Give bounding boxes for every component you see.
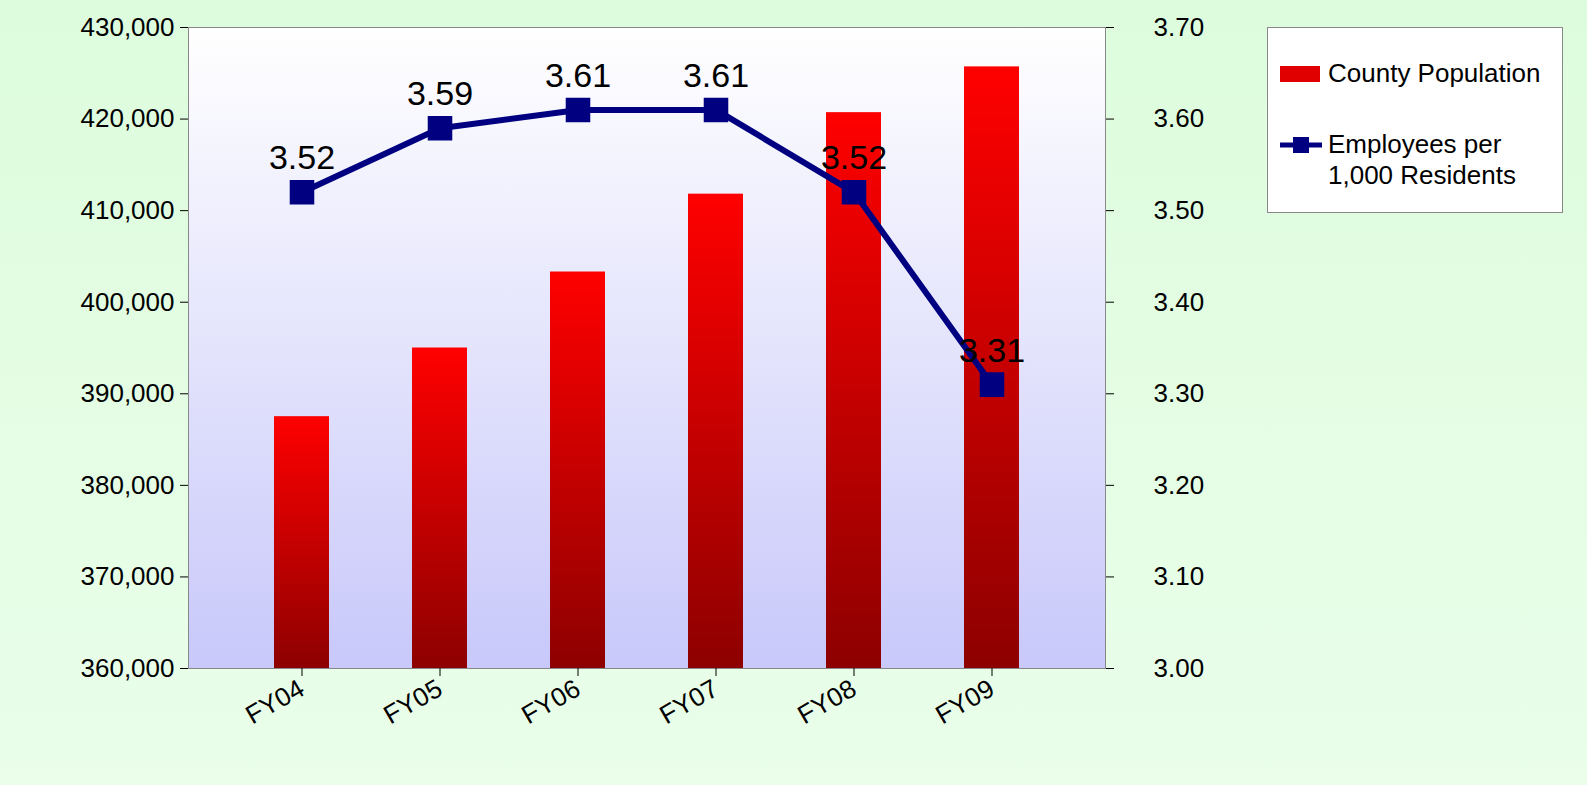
svg-text:FY07: FY07 (654, 673, 723, 730)
svg-text:390,000: 390,000 (81, 378, 175, 408)
svg-text:3.30: 3.30 (1154, 378, 1205, 408)
svg-text:420,000: 420,000 (81, 103, 175, 133)
svg-text:3.70: 3.70 (1154, 12, 1205, 42)
svg-text:FY08: FY08 (792, 673, 861, 730)
svg-text:3.60: 3.60 (1154, 103, 1205, 133)
svg-text:360,000: 360,000 (81, 653, 175, 683)
html-text:County Population: County Population (1328, 58, 1541, 88)
svg-text:3.10: 3.10 (1154, 561, 1205, 591)
svg-text:FY04: FY04 (240, 673, 309, 730)
svg-text:3.61: 3.61 (545, 56, 611, 94)
svg-text:3.40: 3.40 (1154, 287, 1205, 317)
svg-text:430,000: 430,000 (81, 12, 175, 42)
svg-text:FY06: FY06 (516, 673, 585, 730)
svg-text:380,000: 380,000 (81, 470, 175, 500)
html-text:Employees per 1,000 Residents: Employees per 1,000 Residents (1328, 129, 1516, 191)
svg-text:370,000: 370,000 (81, 561, 175, 591)
svg-text:3.20: 3.20 (1154, 470, 1205, 500)
svg-text:3.61: 3.61 (683, 56, 749, 94)
svg-text:400,000: 400,000 (81, 287, 175, 317)
svg-text:3.00: 3.00 (1154, 653, 1205, 683)
svg-text:3.52: 3.52 (269, 138, 335, 176)
svg-text:3.59: 3.59 (407, 74, 473, 112)
svg-text:3.31: 3.31 (959, 331, 1025, 369)
svg-text:3.52: 3.52 (821, 138, 887, 176)
svg-text:410,000: 410,000 (81, 195, 175, 225)
svg-text:3.50: 3.50 (1154, 195, 1205, 225)
svg-text:FY09: FY09 (930, 673, 999, 730)
svg-text:FY05: FY05 (378, 673, 447, 730)
